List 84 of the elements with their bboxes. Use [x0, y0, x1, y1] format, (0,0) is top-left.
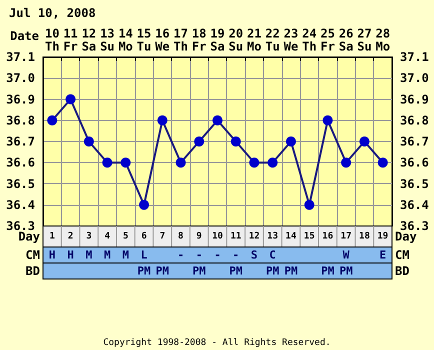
text: M [122, 248, 130, 262]
text: H [67, 248, 74, 262]
text: BD [395, 264, 410, 278]
point [341, 158, 352, 168]
point [304, 200, 314, 210]
x-tick-label: 15 Tu [136, 26, 152, 54]
point [47, 115, 58, 126]
x-tick-label: 11 Fr [63, 26, 78, 54]
x-tick-label: 10 Th [44, 26, 60, 54]
text: S [250, 248, 258, 262]
x-tick-label: 26 Sa [338, 26, 354, 54]
x-tick-label: 13 Su [100, 26, 115, 54]
x-tick-label: 22 Tu [265, 26, 280, 54]
y2-tick-label: 37.0 [400, 71, 429, 86]
point [102, 158, 112, 168]
text: CM [395, 248, 410, 262]
text: PM [321, 264, 335, 278]
x-tick-label: 18 Fr [192, 26, 206, 54]
text: H [48, 248, 56, 262]
y-tick-label: 36.7 [6, 134, 35, 148]
y-tick-label: 36.6 [6, 156, 35, 170]
point [194, 136, 204, 146]
point [359, 136, 370, 146]
x-tick-label: 28 Mo [376, 26, 390, 54]
text: PM [266, 264, 280, 278]
x-tick-label: 23 We [284, 26, 298, 54]
x-tick-label: 16 We [155, 26, 170, 54]
text: - [232, 248, 240, 262]
x-tick-label: 12 Sa [82, 26, 96, 54]
point [268, 158, 278, 168]
x-tick-label: 19 Sa [210, 26, 225, 54]
x-tick-label: 25 Fr [320, 26, 335, 54]
x-tick-label: 27 Su [357, 26, 372, 54]
text: C [269, 248, 276, 262]
y-tick-label: 37.1 [6, 50, 35, 64]
y2-tick-label: 37.1 [400, 50, 429, 64]
text: - [214, 248, 221, 262]
point [66, 94, 76, 104]
x-tick-label: 14 Mo [118, 26, 133, 54]
text: E [380, 248, 386, 262]
text: PM [137, 264, 152, 278]
text: CM [26, 248, 40, 262]
x-tick-label: 24 Th [302, 26, 317, 54]
point [84, 136, 94, 146]
text: - [177, 248, 184, 262]
y2-tick-label: 36.6 [400, 156, 429, 170]
text: PM [339, 264, 354, 278]
chart-title: Jul 10, 2008 [9, 6, 96, 20]
y2-tick-label: 36.7 [400, 134, 429, 148]
y-tick-label: 36.9 [6, 92, 35, 106]
y2-tick-label: 36.8 [400, 113, 429, 128]
text: M [104, 248, 111, 262]
y-tick-label: 36.8 [6, 113, 35, 128]
x-tick-label: 17 Th [174, 26, 188, 54]
point [120, 158, 131, 168]
point [249, 158, 260, 168]
point [286, 136, 296, 146]
text: Copyright 1998-2008 - All Rights Reserved. [103, 338, 331, 348]
y2-tick-label: 36.5 [400, 176, 429, 191]
text: M [86, 248, 93, 262]
point [322, 115, 333, 126]
point [157, 115, 168, 126]
y-tick-label: 36.4 [6, 198, 35, 212]
text: BD [26, 264, 40, 278]
point [230, 136, 241, 146]
x-tick-label: 21 Mo [247, 26, 262, 54]
point [176, 158, 186, 168]
text: 1 2 3 4 5 6 7 8 9 10 11 12 13 14 15 16 17 18 19 [49, 232, 388, 242]
text: W [342, 248, 350, 262]
x-tick-label: 20 Su [228, 26, 244, 54]
text: PM [229, 264, 243, 278]
y2-tick-label: 36.4 [400, 198, 429, 212]
y-tick-label: 36.5 [6, 176, 35, 191]
text: PM [192, 264, 206, 278]
point [212, 115, 222, 126]
text: PM [284, 264, 298, 278]
y2-tick-label: 36.9 [400, 92, 429, 106]
x-axis-title: Date [10, 29, 39, 43]
point [378, 158, 388, 168]
y-tick-label: 37.0 [6, 71, 35, 86]
text: PM [156, 264, 170, 278]
text: L [140, 248, 148, 262]
point [139, 200, 150, 210]
text: - [196, 248, 202, 262]
